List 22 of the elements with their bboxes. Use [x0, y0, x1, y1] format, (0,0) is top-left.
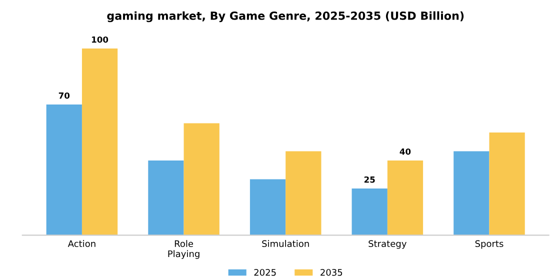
bar — [46, 104, 82, 236]
x-tick-label: Sports — [475, 240, 504, 249]
bar — [250, 179, 286, 236]
data-label: 40 — [400, 148, 411, 155]
chart-title: gaming market, By Game Genre, 2025-2035 (USD Billion) — [107, 11, 464, 22]
bar — [352, 188, 388, 236]
x-tick-label: Action — [68, 240, 96, 248]
bar — [286, 151, 322, 236]
legend-label: 2025 — [254, 268, 276, 276]
data-label: 70 — [58, 92, 70, 99]
x-tick-label: Role Playing — [168, 240, 200, 259]
bar — [489, 132, 525, 236]
bar — [454, 151, 490, 236]
legend-label: 2035 — [320, 268, 342, 276]
data-label: 25 — [364, 176, 375, 183]
bar — [82, 48, 118, 236]
x-tick-label: Strategy — [368, 240, 406, 249]
bar — [184, 123, 220, 236]
bar — [387, 160, 424, 236]
bar — [148, 160, 184, 236]
data-label: 100 — [92, 36, 108, 43]
x-tick-label: Simulation — [262, 240, 309, 248]
